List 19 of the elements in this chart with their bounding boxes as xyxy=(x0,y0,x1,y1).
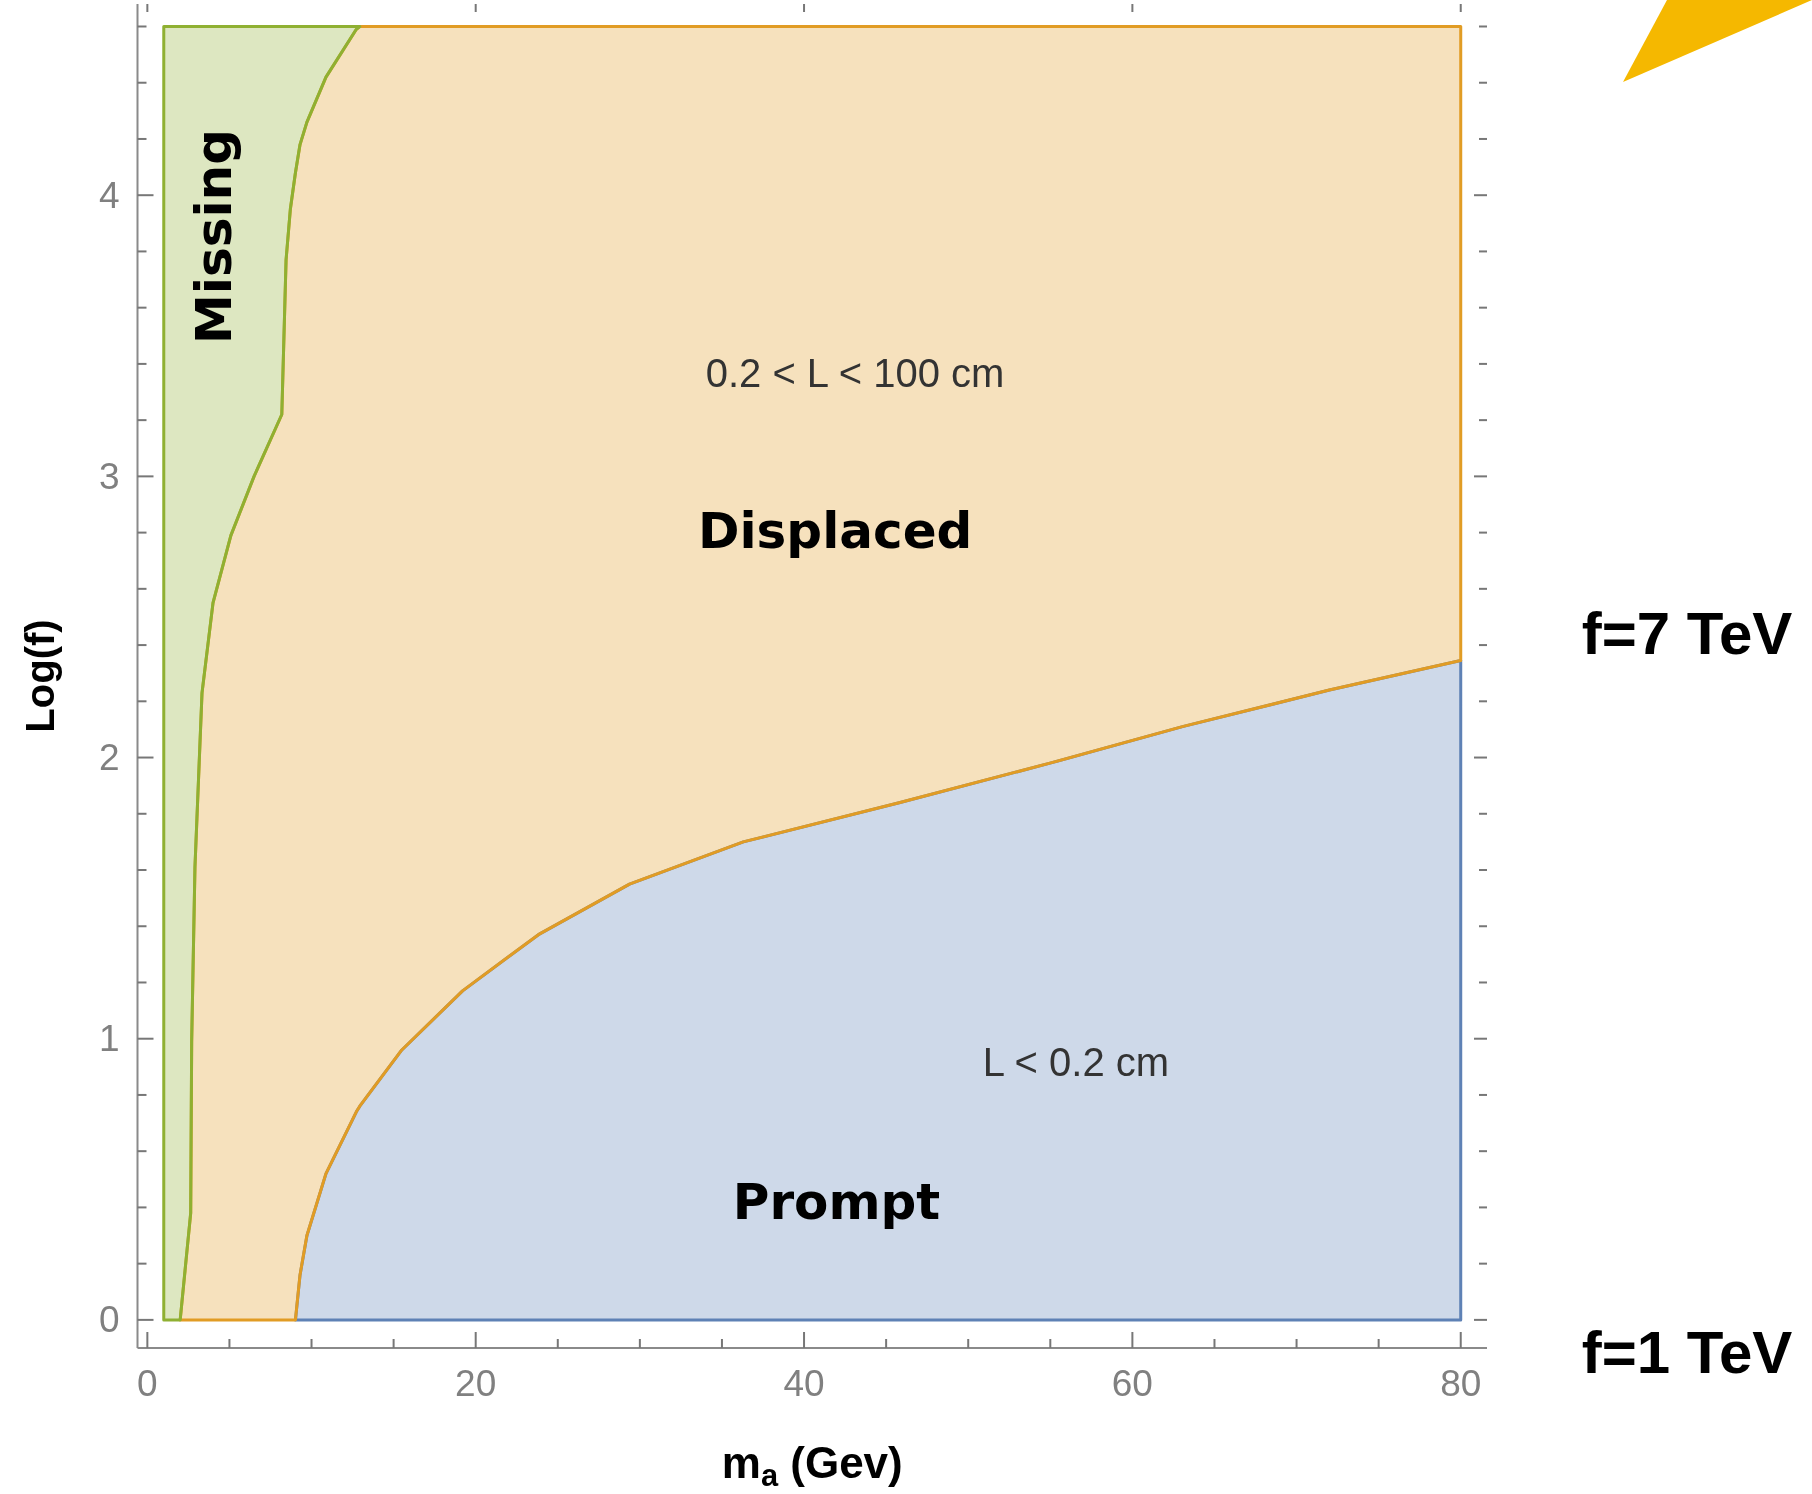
x-axis-title: m$_{a}$ (Gev) xyxy=(721,1438,903,1493)
y-tick-label: 0 xyxy=(98,1299,120,1341)
x-tick-label: 40 xyxy=(783,1363,825,1404)
x-tick-label: 20 xyxy=(455,1363,497,1404)
series-label: Prompt xyxy=(732,1172,941,1231)
x-tick-label: 0 xyxy=(137,1363,158,1404)
annotation: 0.2 < L < 100 cm xyxy=(705,351,1005,396)
x-tick-label: 80 xyxy=(1440,1363,1482,1404)
y-tick-label: 3 xyxy=(98,455,120,497)
y-tick-label: 1 xyxy=(98,1018,120,1060)
series-label: Displaced xyxy=(697,501,973,560)
y-tick-label: 2 xyxy=(98,737,120,779)
text: f=1 TeV xyxy=(1581,1318,1793,1386)
series-label: Missing xyxy=(184,129,243,344)
y-axis-title: Log(f) xyxy=(18,619,62,733)
annotation: L < 0.2 cm xyxy=(982,1040,1170,1084)
y-tick-label: 4 xyxy=(98,174,120,216)
text: f=7 TeV xyxy=(1581,599,1793,667)
x-tick-label: 60 xyxy=(1111,1363,1153,1404)
